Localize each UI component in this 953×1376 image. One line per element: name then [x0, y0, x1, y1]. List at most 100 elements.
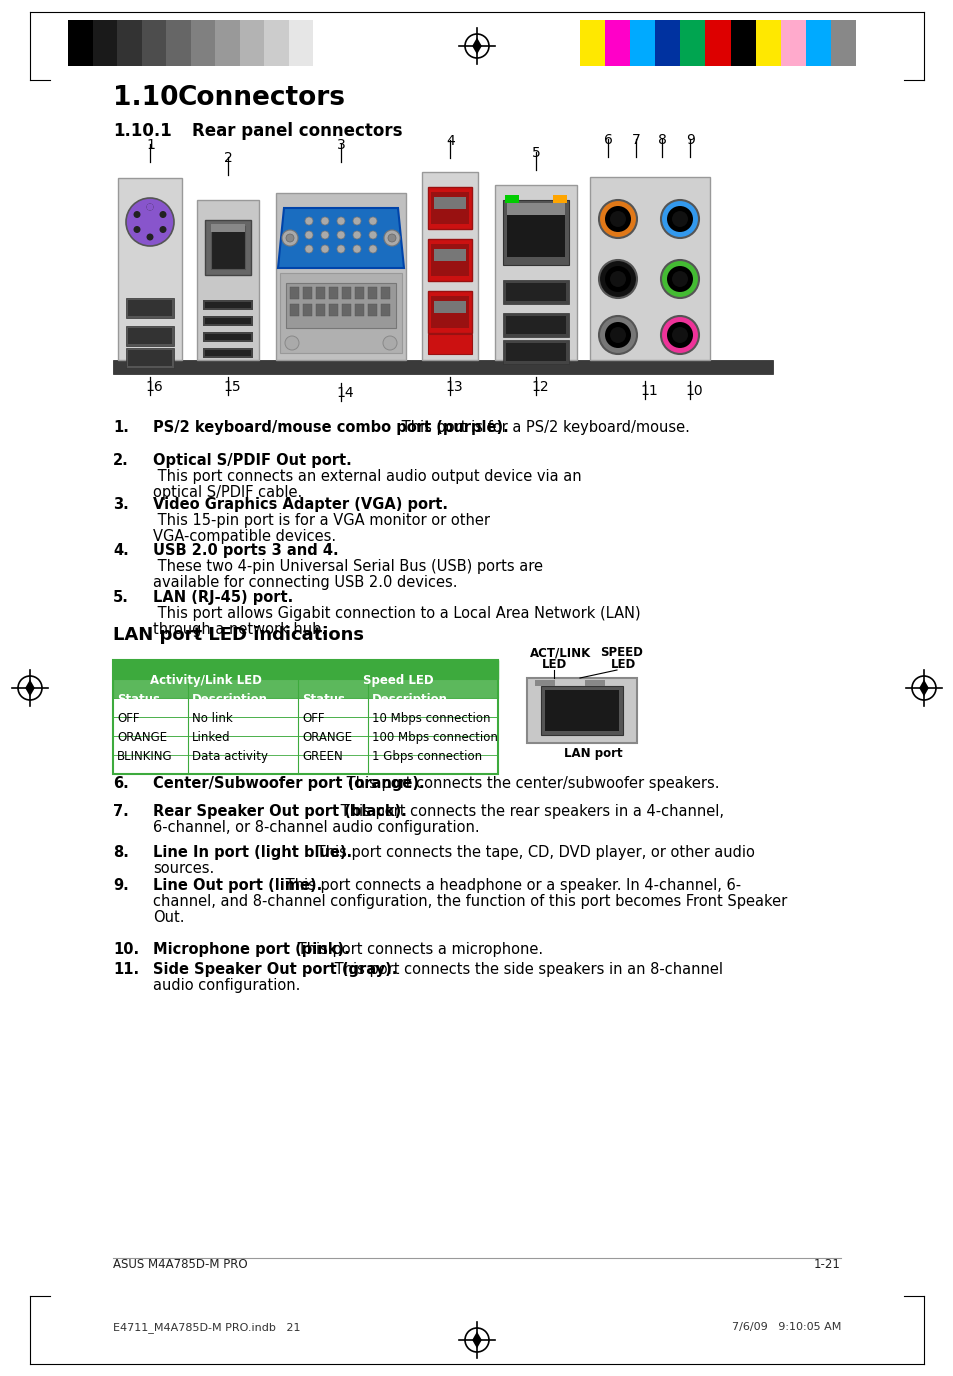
Text: Center/Subwoofer port (orange).: Center/Subwoofer port (orange). [152, 776, 424, 791]
Text: Microphone port (pink).: Microphone port (pink). [152, 943, 350, 956]
Bar [428, 290, 472, 333]
Bar [368, 288, 376, 299]
Text: 9.: 9. [112, 878, 129, 893]
Circle shape [147, 204, 153, 211]
Circle shape [598, 200, 637, 238]
Bar [502, 340, 568, 365]
Bar [191, 21, 215, 66]
Bar [92, 21, 117, 66]
Bar [502, 312, 568, 337]
Circle shape [320, 231, 329, 239]
Text: audio configuration.: audio configuration. [152, 978, 300, 993]
Text: Line Out port (lime).: Line Out port (lime). [152, 878, 322, 893]
Bar [141, 21, 167, 66]
Bar [730, 21, 756, 66]
Text: 1.10: 1.10 [112, 85, 178, 111]
Bar [704, 21, 730, 66]
Bar [502, 200, 568, 266]
Bar [830, 21, 856, 66]
Text: 6-channel, or 8-channel audio configuration.: 6-channel, or 8-channel audio configurat… [152, 820, 479, 835]
Text: Activity/Link LED: Activity/Link LED [150, 674, 261, 687]
Circle shape [336, 231, 345, 239]
Text: These two 4-pin Universal Serial Bus (USB) ports are: These two 4-pin Universal Serial Bus (US… [152, 559, 542, 574]
Circle shape [382, 336, 396, 350]
Bar [203, 316, 253, 326]
Bar [604, 21, 630, 66]
Bar [303, 304, 312, 316]
Bar [112, 660, 497, 773]
Text: Data activity: Data activity [192, 750, 268, 764]
Text: 100 Mbps connection: 100 Mbps connection [372, 731, 497, 744]
Text: 1 Gbps connection: 1 Gbps connection [372, 750, 481, 764]
Text: 5: 5 [532, 146, 540, 160]
Bar [126, 348, 173, 367]
Bar [264, 21, 289, 66]
Text: This port allows Gigabit connection to a Local Area Network (LAN): This port allows Gigabit connection to a… [152, 605, 640, 621]
Bar [421, 172, 477, 361]
Text: ASUS M4A785D-M PRO: ASUS M4A785D-M PRO [112, 1258, 248, 1271]
Text: 12: 12 [531, 380, 548, 394]
Bar [679, 21, 705, 66]
Text: 10: 10 [684, 384, 702, 398]
Text: LED: LED [610, 658, 636, 671]
Bar [205, 220, 251, 275]
Bar [428, 334, 472, 354]
Bar [505, 283, 565, 301]
Circle shape [369, 217, 376, 226]
Text: 15: 15 [223, 380, 240, 394]
Bar [203, 300, 253, 310]
Text: 6.: 6. [112, 776, 129, 791]
Bar [286, 283, 395, 327]
Polygon shape [919, 680, 928, 696]
Bar [780, 21, 805, 66]
Bar [211, 226, 245, 268]
Text: 1: 1 [146, 138, 154, 151]
Text: Out.: Out. [152, 910, 184, 925]
Circle shape [384, 230, 399, 246]
Bar [505, 343, 565, 361]
Text: 2.: 2. [112, 453, 129, 468]
Text: This port connects a headphone or a speaker. In 4-channel, 6-: This port connects a headphone or a spea… [281, 878, 740, 893]
Bar [506, 205, 564, 257]
Bar [431, 193, 469, 224]
Bar [329, 304, 337, 316]
Text: BLINKING: BLINKING [117, 750, 172, 764]
Bar [126, 299, 173, 318]
Bar [205, 301, 251, 308]
Text: SPEED: SPEED [599, 645, 642, 659]
Bar [205, 350, 251, 356]
Bar [540, 687, 622, 735]
Circle shape [353, 245, 360, 253]
Circle shape [353, 217, 360, 226]
Polygon shape [277, 208, 403, 268]
Circle shape [282, 230, 297, 246]
Bar [117, 21, 142, 66]
Text: 11.: 11. [112, 962, 139, 977]
Bar [502, 279, 568, 304]
Circle shape [369, 231, 376, 239]
Bar [289, 21, 314, 66]
Text: Status: Status [302, 694, 345, 706]
Bar [203, 332, 253, 343]
Bar [544, 689, 618, 731]
Circle shape [388, 234, 395, 242]
Bar [553, 195, 566, 204]
Circle shape [286, 234, 294, 242]
Bar [431, 296, 469, 327]
Text: 1-21: 1-21 [813, 1258, 841, 1271]
Text: 16: 16 [145, 380, 163, 394]
Text: channel, and 8-channel configuration, the function of this port becomes Front Sp: channel, and 8-channel configuration, th… [152, 894, 786, 910]
Text: 11: 11 [639, 384, 657, 398]
Text: 4.: 4. [112, 544, 129, 559]
Bar [526, 678, 637, 743]
Text: 10.: 10. [112, 943, 139, 956]
Polygon shape [25, 680, 34, 696]
Bar [205, 334, 251, 340]
Text: 4: 4 [446, 133, 455, 149]
Text: LAN port LED indications: LAN port LED indications [112, 626, 364, 644]
Bar [112, 678, 497, 698]
Text: LED: LED [541, 658, 567, 671]
Circle shape [671, 271, 687, 288]
Bar [128, 300, 172, 316]
Text: This port connects an external audio output device via an: This port connects an external audio out… [152, 469, 581, 484]
